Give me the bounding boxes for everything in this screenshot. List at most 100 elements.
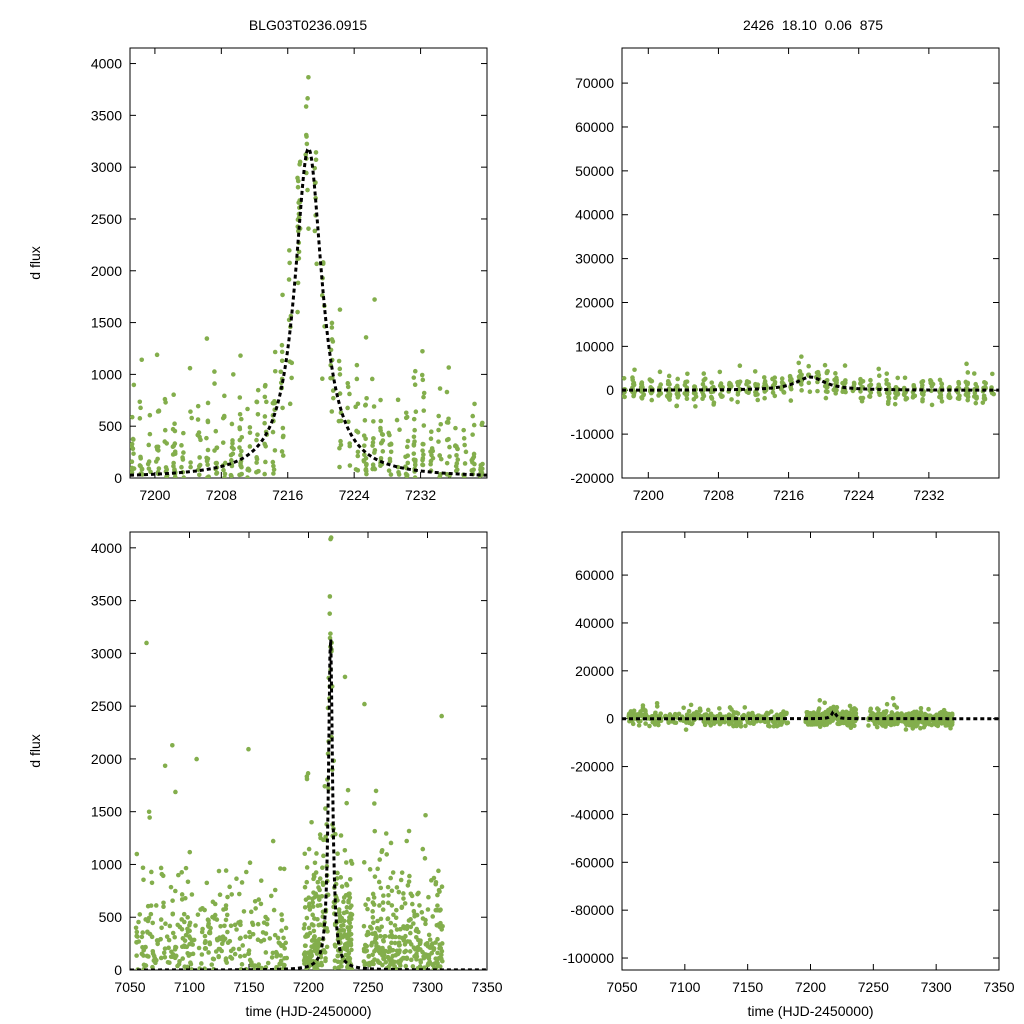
data-point [657,369,663,375]
photometry-points [626,695,955,732]
data-point [130,441,135,447]
data-point [401,896,406,901]
data-point [253,906,258,911]
data-point [281,433,286,439]
data-point [622,375,627,381]
data-point [363,402,369,408]
x-tick-label: 7200 [293,979,324,995]
data-point [252,963,258,968]
data-point [155,941,160,947]
data-point [919,379,924,385]
data-point [263,459,268,465]
data-point [394,885,400,890]
data-point [892,713,898,718]
data-point [990,371,995,377]
data-point [435,950,440,956]
data-point [204,455,209,461]
data-point [154,938,160,943]
data-point [172,467,177,472]
data-point [807,389,813,395]
data-point [137,416,143,421]
data-point [150,964,155,970]
data-point [702,720,708,725]
data-point [180,936,186,941]
data-point [755,392,760,397]
data-point [404,473,410,478]
data-point [214,917,220,922]
data-point [182,944,187,950]
data-point [262,384,268,389]
data-point [822,700,827,706]
data-point [302,943,308,948]
y-tick-label: 1500 [91,315,122,331]
data-point [370,443,375,448]
data-point [302,884,308,890]
data-point [929,402,935,408]
data-point [296,215,302,220]
data-point [154,444,159,450]
data-point [346,918,352,924]
data-point [339,884,345,889]
y-tick-label: -100000 [563,950,615,966]
data-point [247,444,253,449]
data-point [361,959,367,964]
data-point [153,459,159,464]
data-point [401,936,407,941]
data-point [172,947,178,952]
data-point [341,895,347,900]
data-point [876,382,882,388]
data-point [923,719,929,725]
data-point [876,366,882,372]
data-point [858,395,864,401]
data-point [691,396,697,402]
data-point [788,398,794,403]
data-point [161,950,167,956]
data-point [847,703,853,709]
data-point [709,380,715,385]
data-point [797,369,803,374]
data-point [841,711,846,717]
data-point [688,702,694,708]
data-point [435,907,440,913]
data-point [884,708,889,714]
data-point [362,962,368,968]
data-point [412,462,418,468]
data-point [455,457,461,462]
y-tick-label: 2000 [91,751,122,767]
data-point [406,828,412,834]
data-point [289,360,295,366]
data-point [420,441,426,447]
data-point [255,432,260,437]
panel-bottom-left: 0 500 1000 1500 2000 2500 3000 3500 4000 7050 7100… [27,531,503,1019]
data-point [411,945,417,950]
data-point [453,443,458,448]
photometry-points [622,354,997,409]
data-point [806,380,812,386]
data-point [167,923,173,929]
data-point [304,879,310,885]
data-point [974,396,979,401]
data-point [630,381,636,387]
data-point [902,720,908,726]
x-tick-label: 7300 [921,979,952,995]
data-point [378,916,384,922]
x-tick-label: 7150 [732,979,763,995]
data-point [304,865,310,870]
data-point [444,472,450,477]
data-point [195,417,201,422]
data-point [327,635,333,641]
data-point [408,930,413,936]
data-point [271,463,276,469]
data-point [302,922,307,927]
data-point [876,373,882,379]
data-point [170,911,176,917]
data-point [237,395,243,400]
data-point [937,394,942,400]
data-point [164,474,169,478]
data-point [279,449,285,454]
data-point [918,725,923,731]
data-point [372,828,378,834]
data-point [262,414,268,419]
y-tick-label: 1500 [91,804,122,820]
data-point [884,371,890,376]
